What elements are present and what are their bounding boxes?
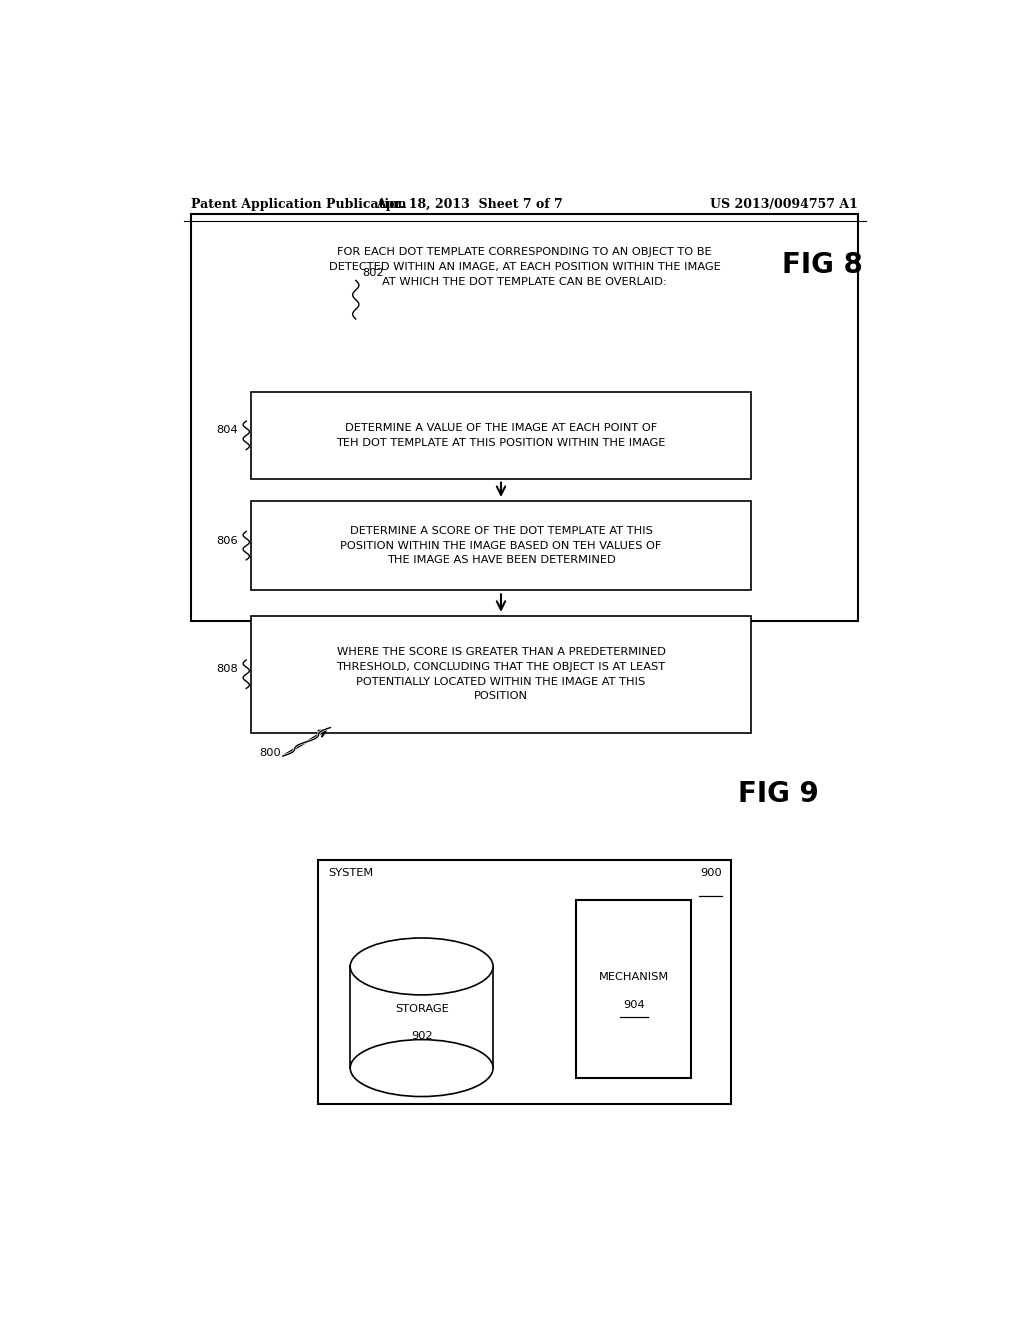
- Bar: [577, 900, 691, 1078]
- Text: 808: 808: [216, 664, 238, 675]
- Text: 804: 804: [216, 425, 238, 436]
- Text: DETERMINE A SCORE OF THE DOT TEMPLATE AT THIS
POSITION WITHIN THE IMAGE BASED ON: DETERMINE A SCORE OF THE DOT TEMPLATE AT…: [340, 525, 662, 565]
- Bar: [318, 859, 731, 1104]
- Text: Apr. 18, 2013  Sheet 7 of 7: Apr. 18, 2013 Sheet 7 of 7: [376, 198, 562, 211]
- Text: 902: 902: [411, 1031, 432, 1040]
- Text: STORAGE: STORAGE: [395, 1005, 449, 1014]
- Text: FOR EACH DOT TEMPLATE CORRESPONDING TO AN OBJECT TO BE
DETECTED WITHIN AN IMAGE,: FOR EACH DOT TEMPLATE CORRESPONDING TO A…: [329, 247, 721, 286]
- Text: DETERMINE A VALUE OF THE IMAGE AT EACH POINT OF
TEH DOT TEMPLATE AT THIS POSITIO: DETERMINE A VALUE OF THE IMAGE AT EACH P…: [336, 422, 666, 447]
- Ellipse shape: [350, 1040, 494, 1097]
- Text: 900: 900: [699, 867, 722, 878]
- Text: MECHANISM: MECHANISM: [599, 972, 669, 982]
- Bar: [191, 214, 858, 620]
- Text: SYSTEM: SYSTEM: [328, 867, 373, 878]
- Bar: [251, 500, 751, 590]
- Text: US 2013/0094757 A1: US 2013/0094757 A1: [711, 198, 858, 211]
- Text: 802: 802: [362, 268, 384, 279]
- Text: 806: 806: [216, 536, 238, 545]
- Bar: [251, 392, 751, 479]
- Text: 904: 904: [624, 999, 645, 1010]
- Ellipse shape: [350, 939, 494, 995]
- Text: 800: 800: [259, 748, 281, 758]
- Bar: [251, 615, 751, 733]
- Text: FIG 9: FIG 9: [738, 780, 819, 808]
- Text: Patent Application Publication: Patent Application Publication: [191, 198, 407, 211]
- Text: WHERE THE SCORE IS GREATER THAN A PREDETERMINED
THRESHOLD, CONCLUDING THAT THE O: WHERE THE SCORE IS GREATER THAN A PREDET…: [337, 647, 666, 701]
- Text: FIG 8: FIG 8: [782, 251, 863, 279]
